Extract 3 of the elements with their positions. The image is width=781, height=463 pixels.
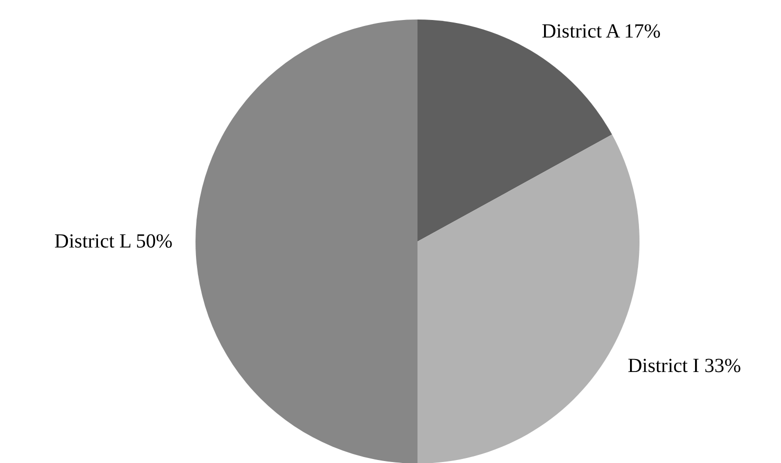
slice-label: District I 33% (628, 354, 742, 377)
slice-label: District L 50% (54, 230, 173, 252)
slice-label: District A 17% (542, 20, 661, 42)
